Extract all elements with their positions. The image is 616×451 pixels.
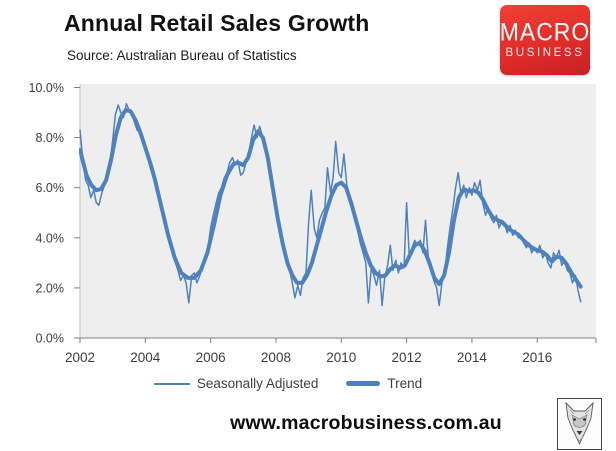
website-url: www.macrobusiness.com.au — [230, 412, 502, 434]
seasonally-adjusted-line-swatch-icon — [153, 382, 190, 385]
svg-text:4.0%: 4.0% — [36, 231, 65, 245]
svg-text:2016: 2016 — [522, 350, 552, 365]
line-chart-plot: 0.0% 2.0% 4.0% 6.0% 8.0% 10.0% 2002 2004 2006 200… — [29, 81, 597, 365]
svg-text:2004: 2004 — [130, 350, 161, 365]
svg-text:6.0%: 6.0% — [36, 181, 65, 195]
svg-text:10.0%: 10.0% — [29, 81, 64, 95]
wolf-logo-frame — [557, 398, 602, 450]
logo-text-macro: MACRO — [499, 17, 591, 46]
wolf-icon — [565, 401, 594, 446]
macrobusiness-logo: MACRO BUSINESS — [500, 5, 590, 75]
svg-text:2008: 2008 — [261, 350, 291, 365]
svg-text:2012: 2012 — [392, 350, 422, 365]
svg-text:2002: 2002 — [65, 350, 95, 365]
svg-text:0.0%: 0.0% — [36, 332, 65, 346]
svg-text:8.0%: 8.0% — [36, 131, 65, 145]
legend-label-seasonally-adjusted: Seasonally Adjusted — [196, 376, 319, 391]
svg-text:2.0%: 2.0% — [36, 281, 65, 295]
chart-title: Annual Retail Sales Growth — [64, 10, 370, 36]
svg-text:2010: 2010 — [326, 350, 356, 365]
chart-legend: Seasonally Adjusted Trend — [0, 376, 576, 391]
logo-text-business: BUSINESS — [505, 46, 585, 59]
trend-line-swatch-icon — [346, 381, 381, 386]
legend-label-trend: Trend — [387, 376, 423, 391]
svg-text:2006: 2006 — [196, 350, 226, 365]
svg-text:2014: 2014 — [457, 350, 488, 365]
chart-source: Source: Australian Bureau of Statistics — [67, 48, 297, 63]
